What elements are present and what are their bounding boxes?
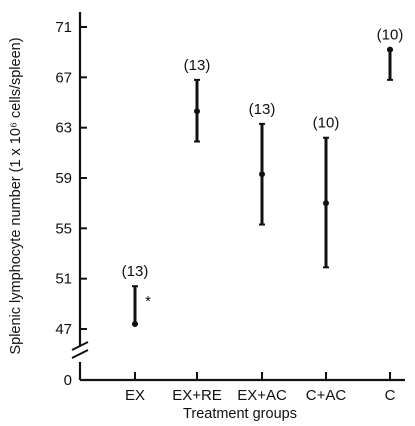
mean-point-4 [387, 46, 393, 53]
x-tick-label-4: C [385, 387, 396, 404]
y-tick-label-55: 55 [55, 220, 72, 237]
x-tick-label-3: C+AC [306, 387, 347, 404]
y-tick-label-51: 51 [55, 271, 72, 288]
axis-break [71, 341, 89, 359]
y-tick-label-71: 71 [55, 19, 72, 36]
n-label-3: (10) [313, 115, 340, 132]
mean-point-1 [194, 108, 200, 115]
mean-point-0 [132, 320, 138, 327]
n-label-2: (13) [249, 101, 276, 118]
y-tick-label-63: 63 [55, 120, 72, 137]
y-axis-label: Splenic lymphocyte number (1 x 10⁶ cells… [8, 37, 24, 354]
x-tick-label-1: EX+RE [172, 387, 222, 404]
y-tick-label-59: 59 [55, 170, 72, 187]
mean-point-3 [323, 200, 329, 207]
n-label-1: (13) [184, 57, 211, 74]
x-ticks: EX EX+RE EX+AC C+AC C [125, 372, 396, 404]
x-axis-label: Treatment groups [183, 406, 297, 422]
n-label-4: (10) [377, 27, 404, 44]
mean-point-2 [259, 171, 265, 178]
x-tick-label-2: EX+AC [237, 387, 287, 404]
n-label-0: (13) [122, 263, 149, 280]
axes [71, 12, 405, 382]
series: (13) * (13) (13) (10) (10) [122, 27, 404, 327]
significance-marker-0: * [145, 293, 151, 310]
y-ticks: 47 51 55 59 63 67 71 0 [55, 19, 87, 389]
y-tick-label-0: 0 [64, 372, 72, 389]
y-tick-label-47: 47 [55, 321, 72, 338]
x-tick-label-0: EX [125, 387, 145, 404]
y-tick-label-67: 67 [55, 69, 72, 86]
